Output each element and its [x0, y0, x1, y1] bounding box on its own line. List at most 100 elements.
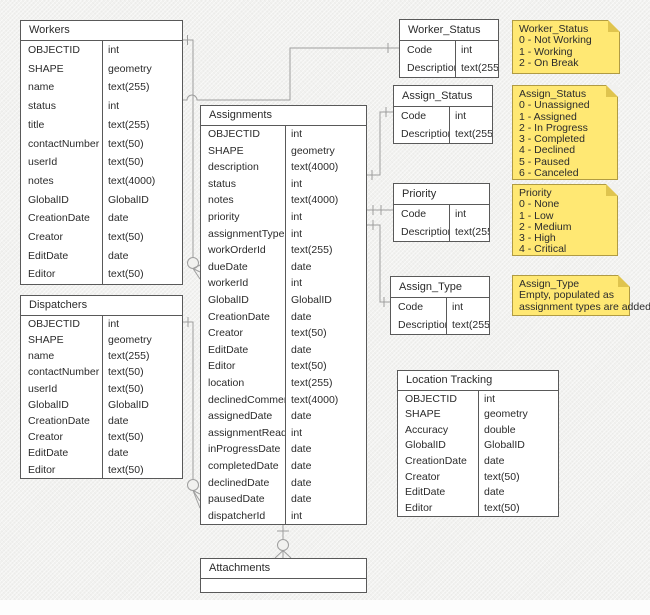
- field-row: OBJECTID int: [21, 316, 182, 333]
- field-row: assignmentRead int: [201, 424, 366, 442]
- field-row: GlobalID GlobalID: [21, 396, 182, 414]
- field-row: Editor text(50): [21, 461, 182, 478]
- note-line: 1 - Working: [519, 45, 573, 58]
- table-worker-status[interactable]: Worker_Status Code intDescriptiontext(255…: [399, 19, 499, 78]
- note-line: 3 - Completed: [519, 133, 585, 146]
- field-type: GlobalID: [478, 437, 558, 454]
- note-body: 0 - None 1 - Low 2 - Medium 3 - High 4 - Cri…: [519, 198, 612, 256]
- field-row: Creator text(50): [21, 429, 182, 446]
- field-type: date: [478, 484, 558, 501]
- field-row: EditDate date: [21, 246, 182, 266]
- field-name: assignedDate: [208, 411, 273, 422]
- field-type: text(50): [102, 265, 182, 284]
- field-type: text(50): [478, 468, 558, 485]
- field-name: contactNumber: [28, 367, 100, 378]
- field-row: workerId int: [201, 275, 366, 292]
- field-row: dispatcherId int: [201, 507, 366, 525]
- zero-circle-icon: [187, 479, 199, 491]
- table-title: Dispatchers: [21, 296, 182, 316]
- field-row: Editor text(50): [398, 500, 558, 516]
- field-type: text(50): [102, 461, 182, 478]
- field-row: Editor text(50): [21, 265, 182, 284]
- field-name: declinedDate: [208, 477, 270, 489]
- note-line: 0 - None: [519, 198, 560, 211]
- field-type: text(255): [285, 242, 366, 259]
- note-line: Empty, populated as: [519, 289, 614, 302]
- field-name: Editor: [28, 464, 56, 476]
- field-row: name text(255): [21, 78, 182, 98]
- field-type: text(50): [285, 358, 366, 375]
- note-line: 4 - Critical: [519, 243, 567, 256]
- field-name: name: [28, 82, 55, 93]
- table-title: Location Tracking: [398, 371, 558, 391]
- note-worker-status[interactable]: Worker_Status 0 - Not Working 1 - Working…: [512, 20, 620, 74]
- table-assignments[interactable]: Assignments OBJECTID int SHAPE geometry desc…: [200, 105, 367, 526]
- field-type: int: [285, 126, 366, 143]
- table-attachments[interactable]: Attachments: [200, 558, 367, 593]
- field-type: geometry: [102, 332, 182, 349]
- field-type: date: [285, 441, 366, 458]
- field-row: pausedDate date: [201, 491, 366, 508]
- field-row: EditDate date: [398, 484, 558, 501]
- field-row: dueDate date: [201, 258, 366, 276]
- field-type: geometry: [285, 142, 366, 160]
- field-row: Code int: [394, 107, 492, 125]
- crow-foot-icon: [274, 550, 292, 559]
- table-dispatchers[interactable]: Dispatchers OBJECTID int SHAPE geometry name…: [20, 295, 183, 479]
- field-row: Code int: [394, 205, 489, 223]
- note-priority[interactable]: Priority 0 - None 1 - Low 2 - Medium 3 - Hi…: [512, 184, 618, 256]
- field-name: Code: [401, 208, 427, 220]
- field-type: GlobalID: [285, 291, 366, 309]
- field-row: OBJECTID int: [201, 126, 366, 143]
- note-assign-status[interactable]: Assign_Status 0 - Unassigned 1 - Assigned…: [512, 85, 618, 180]
- table-fields: OBJECTID int SHAPE geometry Accuracy double Gl…: [398, 391, 558, 516]
- table-assign-status[interactable]: Assign_Status Code intDescriptiontext(255…: [393, 85, 493, 144]
- note-title: Worker_Status: [519, 23, 589, 35]
- table-location-tracking[interactable]: Location Tracking OBJECTID int SHAPE geomet…: [397, 370, 559, 517]
- connector-assignments-attachments: [274, 523, 292, 559]
- field-name: Accuracy: [405, 424, 449, 436]
- field-name: status: [208, 178, 237, 190]
- field-type: date: [285, 474, 366, 492]
- field-type: date: [102, 246, 182, 266]
- field-name: EditDate: [208, 344, 249, 356]
- field-name: assignmentType: [208, 228, 285, 240]
- field-type: int: [285, 424, 366, 442]
- table-workers[interactable]: Workers OBJECTID int SHAPE geometry name text…: [20, 20, 183, 285]
- field-name: SHAPE: [208, 145, 244, 157]
- note-line: 3 - High: [519, 232, 556, 245]
- field-type: int: [285, 507, 366, 525]
- note-line: 2 - On Break: [519, 56, 579, 69]
- field-name: CreationDate: [28, 415, 90, 427]
- page-edge: [0, 600, 650, 615]
- field-type: date: [285, 491, 366, 508]
- field-type: text(255): [455, 59, 498, 77]
- field-name: CreationDate: [208, 311, 270, 323]
- field-name: EditDate: [28, 250, 69, 262]
- field-type: date: [102, 413, 182, 430]
- note-assign-type[interactable]: Assign_Type Empty, populated as assignmen…: [512, 275, 650, 316]
- field-type: text(4000): [102, 171, 182, 191]
- field-row: assignedDate date: [201, 408, 366, 425]
- field-row: OBJECTID int: [21, 41, 182, 60]
- field-type: text(255): [285, 374, 366, 392]
- field-name: SHAPE: [405, 409, 441, 420]
- field-type: int: [446, 298, 489, 316]
- field-type: int: [449, 107, 492, 125]
- note-body: 0 - Unassigned 1 - Assigned 2 - In Progres…: [519, 99, 612, 179]
- field-type: text(50): [102, 364, 182, 381]
- field-name: Editor: [405, 502, 433, 514]
- field-row: priority int: [201, 208, 366, 226]
- field-name: Description: [407, 62, 455, 74]
- field-name: dispatcherId: [208, 510, 266, 522]
- field-row: assignmentType int: [201, 225, 366, 243]
- field-type: text(50): [102, 429, 182, 446]
